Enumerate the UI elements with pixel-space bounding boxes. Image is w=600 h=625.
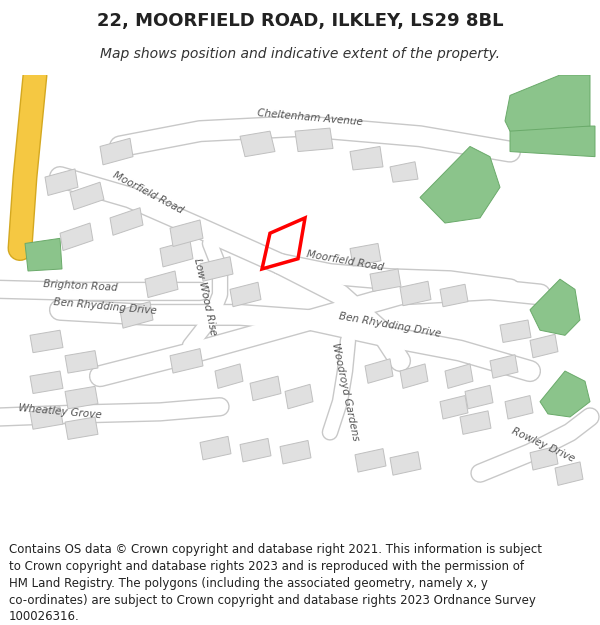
Polygon shape <box>390 162 418 182</box>
Polygon shape <box>60 223 93 251</box>
Text: Low Wood Rise: Low Wood Rise <box>192 257 218 336</box>
Polygon shape <box>350 146 383 170</box>
Text: Brighton Road: Brighton Road <box>43 279 118 293</box>
Polygon shape <box>400 364 428 388</box>
Polygon shape <box>505 75 590 131</box>
Polygon shape <box>370 269 401 291</box>
Polygon shape <box>280 441 311 464</box>
Polygon shape <box>355 449 386 472</box>
Polygon shape <box>200 257 233 281</box>
Polygon shape <box>30 330 63 352</box>
Polygon shape <box>230 282 261 307</box>
Polygon shape <box>420 146 500 223</box>
Polygon shape <box>65 386 98 409</box>
Polygon shape <box>70 182 104 210</box>
Polygon shape <box>510 126 595 157</box>
Polygon shape <box>500 320 531 342</box>
Text: Woodroyd Gardens: Woodroyd Gardens <box>330 342 360 441</box>
Polygon shape <box>540 371 590 417</box>
Polygon shape <box>200 436 231 460</box>
Polygon shape <box>110 208 143 235</box>
Text: to Crown copyright and database rights 2023 and is reproduced with the permissio: to Crown copyright and database rights 2… <box>9 560 524 573</box>
Polygon shape <box>400 281 431 306</box>
Polygon shape <box>350 243 381 266</box>
Polygon shape <box>30 407 63 429</box>
Polygon shape <box>240 131 275 157</box>
Polygon shape <box>240 438 271 462</box>
Polygon shape <box>465 386 493 409</box>
Polygon shape <box>530 334 558 357</box>
Polygon shape <box>30 371 63 394</box>
Polygon shape <box>555 462 583 486</box>
Polygon shape <box>45 169 78 196</box>
Polygon shape <box>65 417 98 439</box>
Text: Wheatley Grove: Wheatley Grove <box>18 403 102 421</box>
Polygon shape <box>170 349 203 373</box>
Text: HM Land Registry. The polygons (including the associated geometry, namely x, y: HM Land Registry. The polygons (includin… <box>9 577 488 590</box>
Text: Cheltenham Avenue: Cheltenham Avenue <box>257 108 363 127</box>
Text: Rowley Drive: Rowley Drive <box>510 426 576 464</box>
Polygon shape <box>170 220 203 246</box>
Polygon shape <box>445 364 473 388</box>
Polygon shape <box>120 302 153 328</box>
Polygon shape <box>440 284 468 307</box>
Text: Ben Rhydding Drive: Ben Rhydding Drive <box>53 298 157 316</box>
Text: 22, MOORFIELD ROAD, ILKLEY, LS29 8BL: 22, MOORFIELD ROAD, ILKLEY, LS29 8BL <box>97 12 503 30</box>
Text: Moorfield Road: Moorfield Road <box>111 169 185 215</box>
Polygon shape <box>505 396 533 419</box>
Polygon shape <box>440 396 468 419</box>
Polygon shape <box>25 238 62 271</box>
Polygon shape <box>285 384 313 409</box>
Polygon shape <box>65 351 98 373</box>
Polygon shape <box>160 241 193 267</box>
Polygon shape <box>250 376 281 401</box>
Text: Map shows position and indicative extent of the property.: Map shows position and indicative extent… <box>100 47 500 61</box>
Polygon shape <box>390 452 421 475</box>
Text: 100026316.: 100026316. <box>9 611 80 624</box>
Polygon shape <box>460 411 491 434</box>
Polygon shape <box>100 138 133 165</box>
Polygon shape <box>530 447 558 470</box>
Text: Contains OS data © Crown copyright and database right 2021. This information is : Contains OS data © Crown copyright and d… <box>9 543 542 556</box>
Text: Ben Rhydding Drive: Ben Rhydding Drive <box>338 311 442 339</box>
Polygon shape <box>490 355 518 378</box>
Polygon shape <box>215 364 243 388</box>
Text: Moorfield Road: Moorfield Road <box>305 249 385 272</box>
Polygon shape <box>145 271 178 298</box>
Text: co-ordinates) are subject to Crown copyright and database rights 2023 Ordnance S: co-ordinates) are subject to Crown copyr… <box>9 594 536 607</box>
Polygon shape <box>530 279 580 335</box>
Polygon shape <box>295 128 333 151</box>
Polygon shape <box>365 359 393 383</box>
